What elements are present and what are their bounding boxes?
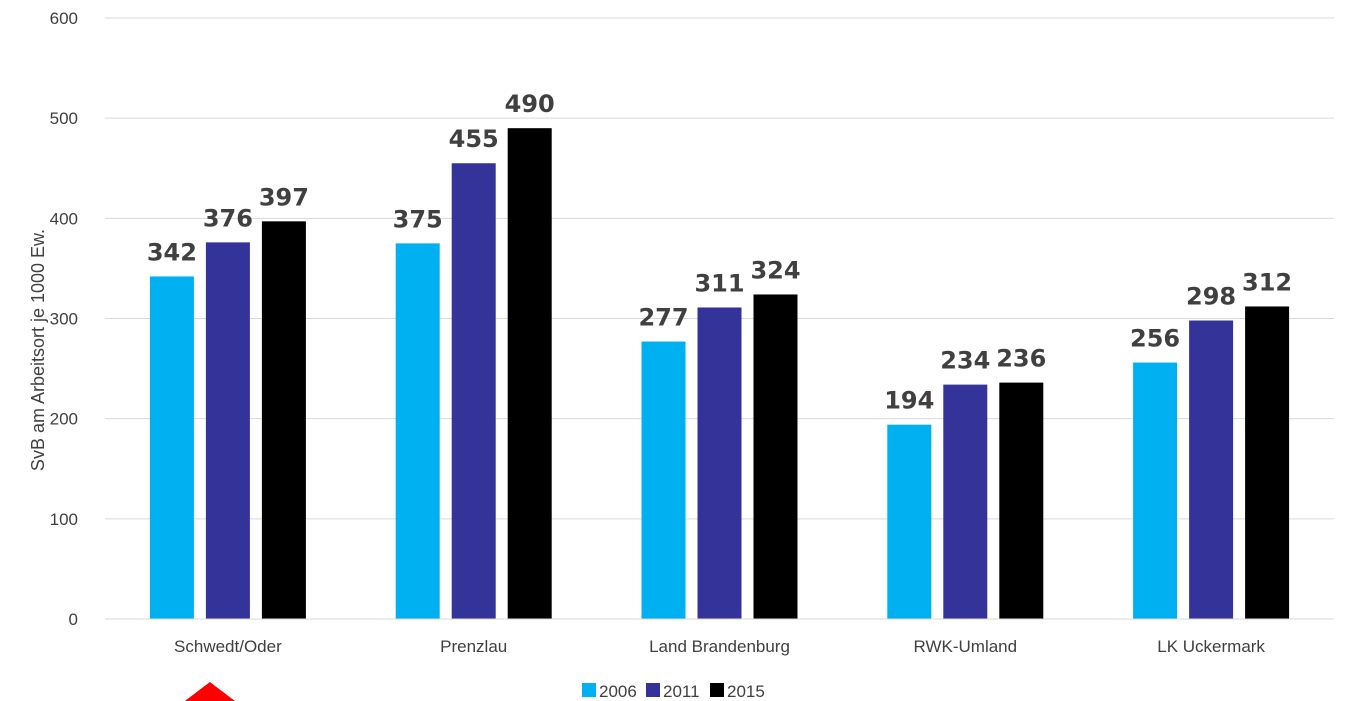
data-label: 342 <box>147 238 197 266</box>
legend-swatch-2015 <box>710 683 724 697</box>
data-label: 277 <box>638 304 688 332</box>
y-tick-label: 500 <box>50 109 78 128</box>
legend-label: 2015 <box>727 682 765 701</box>
legend-swatch-2011 <box>646 683 660 697</box>
data-label: 298 <box>1186 283 1236 311</box>
bar-2006-2 <box>641 341 686 619</box>
category-label: Schwedt/Oder <box>174 637 282 656</box>
y-axis-label: SvB am Arbeitsort je 1000 Ew. <box>28 229 48 471</box>
bar-2011-4 <box>1189 320 1234 619</box>
legend-label: 2006 <box>599 682 637 701</box>
bar-2011-1 <box>451 163 496 619</box>
data-label: 236 <box>996 345 1046 373</box>
data-label: 375 <box>393 205 443 233</box>
bar-2015-1 <box>507 128 552 619</box>
legend: 2006 2011 2015 <box>582 682 765 701</box>
category-label: Land Brandenburg <box>649 637 790 656</box>
data-label: 234 <box>940 347 990 375</box>
y-tick-label: 400 <box>50 209 78 228</box>
category-label: Prenzlau <box>440 637 507 656</box>
y-tick-label: 0 <box>69 610 78 629</box>
data-label: 324 <box>750 256 800 284</box>
data-label: 397 <box>259 183 309 211</box>
data-label: 311 <box>694 269 744 297</box>
data-label: 312 <box>1242 268 1292 296</box>
data-label: 256 <box>1130 325 1180 353</box>
bar-2006-0 <box>149 276 194 619</box>
bar-2011-2 <box>697 307 742 619</box>
bar-2015-0 <box>261 221 306 620</box>
bar-2015-4 <box>1245 306 1290 619</box>
legend-label: 2011 <box>663 682 700 701</box>
data-label: 194 <box>884 387 934 415</box>
marker-triangle <box>184 682 235 701</box>
bars <box>149 128 1290 620</box>
category-label: RWK-Umland <box>914 637 1018 656</box>
y-axis-ticks: 0 100 200 300 400 500 600 <box>50 9 78 629</box>
legend-swatch-2006 <box>582 683 596 697</box>
x-axis-categories: Schwedt/Oder Prenzlau Land Brandenburg RWK-… <box>174 637 1265 656</box>
data-label: 455 <box>449 125 499 153</box>
bar-2015-3 <box>999 382 1044 619</box>
category-label: LK Uckermark <box>1157 637 1265 656</box>
y-tick-label: 200 <box>50 410 78 429</box>
y-tick-label: 100 <box>50 510 78 529</box>
bar-2006-3 <box>887 424 932 619</box>
bar-2006-1 <box>395 243 440 619</box>
data-label: 490 <box>505 90 555 118</box>
y-tick-label: 300 <box>50 310 78 329</box>
data-label: 376 <box>203 204 253 232</box>
bar-2011-3 <box>943 384 988 619</box>
bar-2011-0 <box>205 242 250 619</box>
bar-2006-4 <box>1133 362 1178 619</box>
y-tick-label: 600 <box>50 9 78 28</box>
bar-2015-2 <box>753 294 798 619</box>
